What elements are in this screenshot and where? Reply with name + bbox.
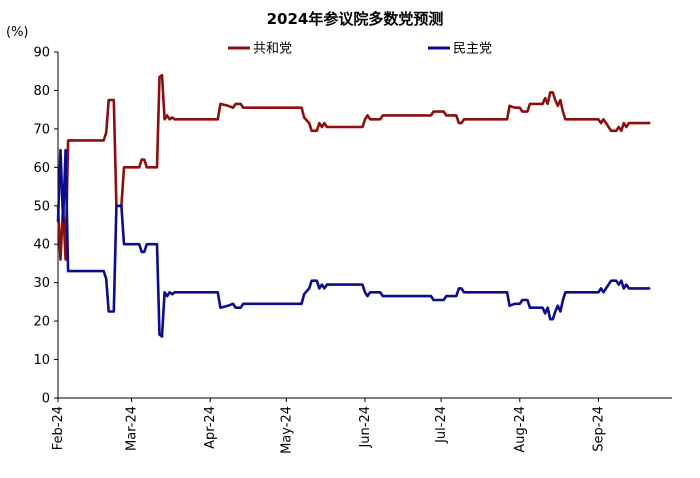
y-tick-label: 30 (33, 276, 50, 291)
y-tick-label: 60 (33, 161, 50, 176)
y-tick-label: 20 (33, 315, 50, 330)
plot-area (56, 73, 651, 338)
y-tick-label: 40 (33, 238, 50, 253)
x-tick-label: Jun-24 (358, 406, 373, 449)
y-tick-label: 10 (33, 353, 50, 368)
chart-title: 2024年参议院多数党预测 (267, 10, 444, 28)
legend-label-republican: 共和党 (253, 42, 292, 57)
x-tick-label: Apr-24 (203, 406, 218, 449)
x-tick-label: Sep-24 (591, 406, 606, 452)
y-tick-label: 0 (42, 392, 50, 407)
series-line-republican (56, 73, 651, 261)
y-tick-label: 50 (33, 199, 50, 214)
legend-label-democrat: 民主党 (453, 42, 492, 57)
x-tick-label: May-24 (279, 406, 294, 454)
y-tick-label: 80 (33, 84, 50, 99)
chart-legend: 共和党 民主党 (228, 42, 492, 57)
series-line-democrat (56, 148, 651, 338)
y-axis-unit-label: (%) (6, 25, 29, 40)
chart-axes: 0 10 20 30 40 50 60 70 80 90 Feb-24 Mar-24 Apr-24 May… (33, 46, 672, 454)
x-tick-label: Jul-24 (434, 406, 449, 444)
x-tick-label: Aug-24 (513, 406, 528, 453)
y-tick-label: 70 (33, 122, 50, 137)
y-tick-label: 90 (33, 46, 50, 61)
x-tick-label: Feb-24 (51, 406, 66, 450)
x-tick-label: Mar-24 (125, 406, 140, 451)
